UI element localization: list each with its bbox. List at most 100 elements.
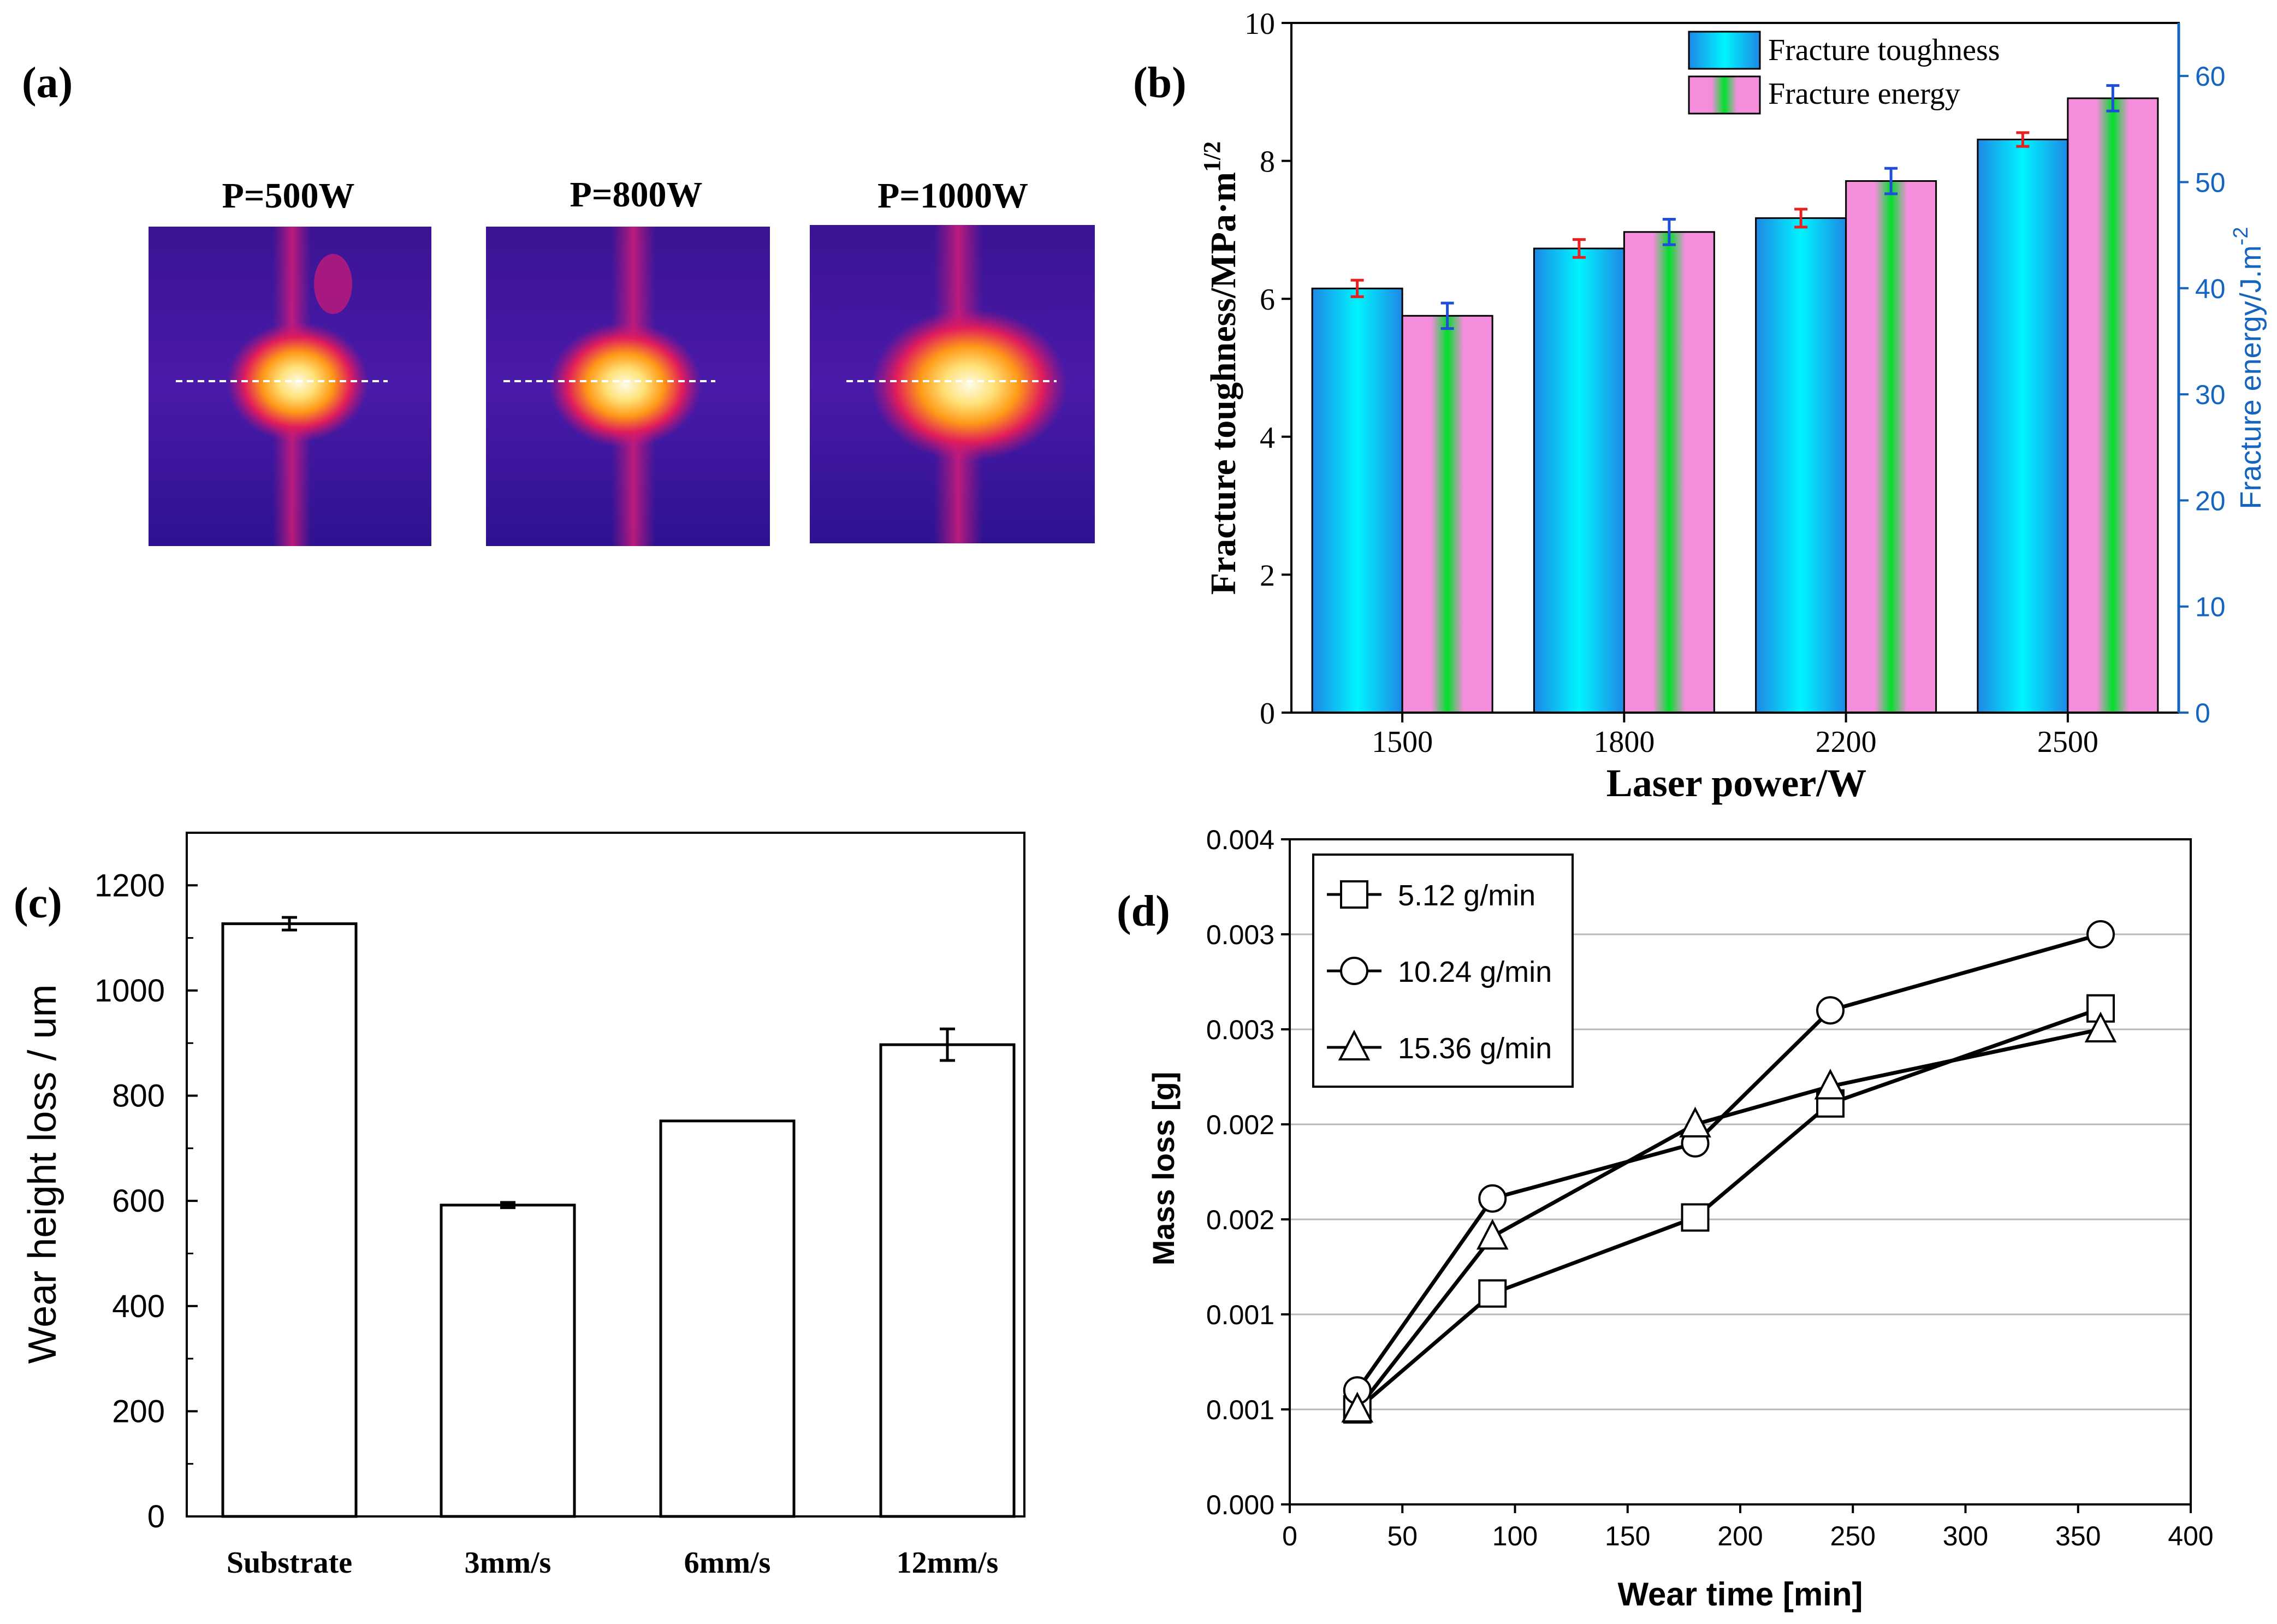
y2-tick-label-b: 60 [2195, 61, 2226, 92]
x-tick-label-c: 3mm/s [465, 1546, 552, 1580]
panel-label-a: (a) [22, 59, 73, 107]
bar-toughness-1800 [1533, 247, 1625, 714]
y-tick-label-d: 0.003 [1206, 1015, 1274, 1045]
errorbar-toughness-1800 [1572, 238, 1586, 259]
thermal-image-500w [149, 227, 431, 546]
x-tick-label-c: Substrate [227, 1546, 352, 1580]
x-tick-label-d: 50 [1387, 1521, 1418, 1551]
y-tick-label-d: 0.002 [1206, 1205, 1274, 1235]
y-tick-label-b: 10 [1244, 7, 1275, 41]
panel-a: (a) P=500W P=800W P=1000W [22, 59, 1095, 546]
thermal-caption-1000w: P=1000W [877, 176, 1028, 216]
panel-b: (b) 1500 1800 2200 2500 0 2 4 6 8 10 0 10 20 30 40 50 60… [1133, 7, 2267, 805]
bar-energy-2200 [1845, 180, 1937, 714]
y-tick-label-d: 0.003 [1206, 920, 1274, 950]
bar-Substrate [221, 922, 358, 1518]
y-tick-label-d: 0.002 [1206, 1110, 1274, 1140]
y-tick-label-c: 1200 [94, 868, 165, 903]
chart-c-marks [221, 916, 1016, 1518]
bar-12mm-s [879, 1043, 1016, 1518]
chart-b-axes: 1500 1800 2200 2500 0 2 4 6 8 10 0 10 20 30 40 50 60 [1244, 7, 2226, 759]
legend-label-energy: Fracture energy [1768, 77, 1960, 111]
y-tick-label-c: 200 [112, 1394, 165, 1429]
legend-label-5-12: 5.12 g/min [1398, 879, 1535, 912]
point-triangle [1814, 1069, 1847, 1100]
point-triangle [1679, 1106, 1711, 1137]
y-tick-label-b: 6 [1260, 283, 1275, 317]
point-circle [1478, 1184, 1507, 1213]
legend-swatch-energy [1688, 75, 1761, 115]
chart-b-ylabel: Fracture toughness/MPa·m1/2 [1199, 141, 1243, 595]
chart-b-y2label: Fracture energy/J.m-2 [2229, 227, 2267, 509]
point-square [2086, 994, 2115, 1023]
errorbar-energy-1800 [1662, 217, 1676, 246]
panel-label-b: (b) [1133, 59, 1187, 107]
errorbar-energy-1500 [1440, 301, 1454, 330]
chart-b-legend: Fracture toughness Fracture energy [1688, 31, 2000, 115]
x-tick-label-d: 200 [1717, 1521, 1763, 1551]
x-tick-label-b: 2500 [2037, 725, 2098, 759]
bar-toughness-2200 [1755, 217, 1847, 714]
panel-d: (d) 0.0000.0010.0010.0020.0020.0030.0030… [1117, 825, 2214, 1613]
chart-c-axes: Substrate 3mm/s 6mm/s 12mm/s 0 200 400 600 800 10… [94, 868, 998, 1580]
x-tick-label-c: 6mm/s [684, 1546, 771, 1580]
y2-tick-label-b: 30 [2195, 380, 2226, 410]
point-circle [1816, 996, 1845, 1025]
legend-key-triangle [1338, 1029, 1371, 1060]
errorbar-toughness-2200 [1794, 208, 1808, 229]
errorbar-toughness-2500 [2016, 131, 2030, 148]
bar-energy-2500 [2067, 97, 2159, 714]
y2-tick-label-b: 40 [2195, 274, 2226, 304]
x-tick-label-d: 250 [1830, 1521, 1876, 1551]
legend-keys [1327, 880, 1381, 1060]
y-tick-label-d: 0.001 [1206, 1395, 1274, 1425]
errorbar-Substrate [282, 916, 297, 932]
errorbar-3mm-s [500, 1201, 515, 1210]
chart-d-marks [1341, 920, 2117, 1424]
bar-3mm-s [440, 1204, 576, 1518]
x-tick-label-d: 0 [1282, 1521, 1297, 1551]
y-tick-label-b: 2 [1260, 559, 1275, 592]
chart-b-marks [1311, 84, 2159, 714]
y2-tick-label-b: 50 [2195, 167, 2226, 198]
y2-tick-label-b: 20 [2195, 485, 2226, 516]
panel-label-c: (c) [14, 879, 62, 927]
y-tick-label-c: 0 [147, 1499, 165, 1534]
panel-label-d: (d) [1117, 887, 1170, 935]
bar-energy-1800 [1623, 231, 1715, 714]
thermal-image-800w [486, 227, 770, 546]
bar-6mm-s [659, 1119, 796, 1518]
point-square [1478, 1279, 1507, 1308]
errorbar-energy-2500 [2106, 84, 2120, 112]
point-circle [2086, 920, 2115, 949]
chart-d-legend: 5.12 g/min 10.24 g/min 15.36 g/min [1312, 854, 1574, 1088]
legend-swatch-toughness [1688, 31, 1761, 70]
x-tick-label-d: 350 [2055, 1521, 2101, 1551]
y2-tick-label-b: 0 [2195, 698, 2210, 728]
chart-c-plot-frame [186, 832, 1025, 1518]
errorbar-toughness-1500 [1350, 278, 1364, 298]
y-tick-label-d: 0.000 [1206, 1490, 1274, 1520]
y-tick-label-b: 8 [1260, 145, 1275, 179]
legend-label-toughness: Fracture toughness [1768, 33, 2000, 67]
thermal-image-1000w [810, 225, 1095, 543]
bar-toughness-1500 [1311, 287, 1403, 714]
chart-b-xlabel: Laser power/W [1606, 761, 1867, 805]
point-triangle [1341, 1391, 1374, 1423]
x-tick-label-d: 150 [1605, 1521, 1650, 1551]
y-tick-label-c: 800 [112, 1078, 165, 1114]
bar-toughness-2500 [1977, 138, 2069, 714]
bar-energy-1500 [1401, 315, 1493, 714]
point-square [1681, 1203, 1710, 1232]
chart-d-axes: 0.000 0.001 0.001 0.002 0.002 0.003 0.003 0.004… [1206, 825, 2214, 1551]
point-triangle [2084, 1011, 2117, 1042]
x-tick-label-b: 1500 [1372, 725, 1433, 759]
point-triangle [1476, 1218, 1509, 1250]
x-tick-label-d: 300 [1943, 1521, 1988, 1551]
y-tick-label-c: 600 [112, 1183, 165, 1219]
thermal-caption-500w: P=500W [222, 176, 355, 216]
x-tick-label-d: 400 [2168, 1521, 2213, 1551]
x-tick-label-d: 100 [1492, 1521, 1538, 1551]
legend-label-15-36: 15.36 g/min [1398, 1032, 1552, 1065]
errorbar-12mm-s [940, 1027, 955, 1062]
